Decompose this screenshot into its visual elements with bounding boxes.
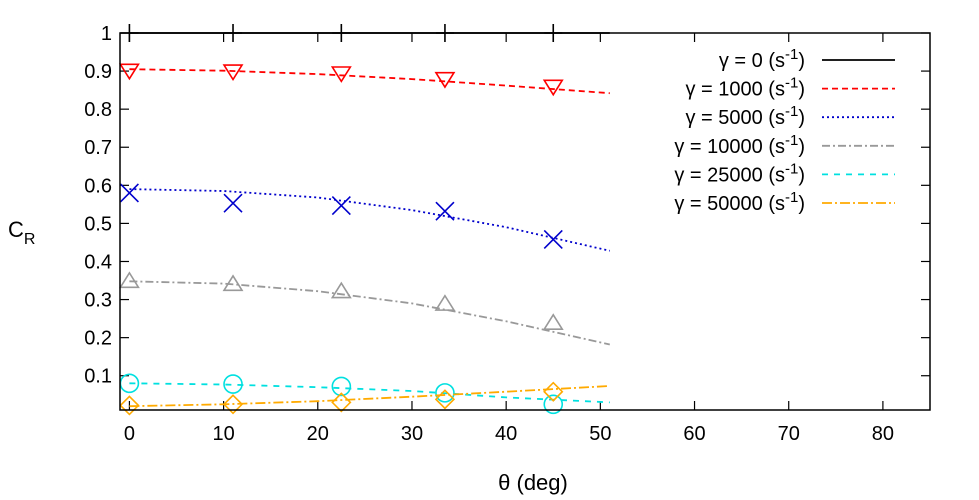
series-line: [129, 188, 610, 252]
x-tick-label: 70: [778, 423, 800, 445]
data-point: [543, 381, 564, 402]
data-point: [434, 294, 456, 311]
y-tick-label: 0.6: [84, 175, 112, 197]
legend-label-close: ): [798, 107, 805, 129]
data-point: [542, 79, 564, 97]
data-point: [330, 66, 352, 83]
legend-label: γ = 1000 (s-1): [685, 75, 805, 101]
y-tick-label: 0.5: [84, 213, 112, 235]
legend-label: γ = 50000 (s-1): [674, 189, 805, 215]
series-3: [118, 271, 610, 346]
y-axis-label: CR: [8, 217, 35, 248]
legend: γ = 0 (s-1)γ = 1000 (s-1)γ = 5000 (s-1)γ…: [674, 46, 895, 215]
series-4: [119, 373, 610, 415]
legend-label-main: γ = 1000 (s: [685, 79, 785, 101]
legend-label: γ = 0 (s-1): [719, 46, 805, 72]
y-tick-label: 0.2: [84, 328, 112, 350]
y-tick-label: 0.7: [84, 137, 112, 159]
legend-label: γ = 10000 (s-1): [674, 132, 805, 158]
data-point: [222, 64, 244, 82]
legend-label-superscript: -1: [785, 160, 798, 177]
data-point: [223, 193, 243, 213]
data-point: [118, 271, 140, 289]
x-tick-label: 50: [589, 423, 611, 445]
data-point: [435, 383, 455, 403]
series-5: [119, 381, 610, 416]
data-point: [434, 71, 456, 89]
data-point: [118, 63, 140, 81]
legend-label-main: γ = 50000 (s: [674, 193, 785, 215]
data-point: [119, 183, 139, 203]
legend-label-main: γ = 10000 (s: [674, 136, 785, 158]
x-tick-label: 30: [401, 423, 423, 445]
legend-label-superscript: -1: [785, 189, 798, 206]
series-2: [119, 183, 610, 252]
legend-label-main: γ = 0 (s: [719, 50, 785, 72]
y-axis-label-main: C: [8, 217, 24, 242]
x-tick-label: 80: [872, 423, 894, 445]
data-point: [331, 392, 352, 413]
y-tick-label: 0.3: [84, 290, 112, 312]
data-point: [331, 376, 352, 397]
y-tick-label: 1: [101, 23, 112, 45]
data-point: [222, 274, 244, 292]
series-line: [129, 68, 610, 95]
data-point: [434, 389, 456, 410]
x-tick-label: 40: [495, 423, 517, 445]
legend-label-close: ): [798, 193, 805, 215]
x-tick-label: 20: [307, 423, 329, 445]
legend-label-main: γ = 25000 (s: [674, 164, 785, 186]
legend-label-superscript: -1: [785, 132, 798, 149]
data-point: [543, 394, 564, 415]
x-tick-label: 10: [212, 423, 234, 445]
series-line: [129, 385, 610, 408]
legend-label: γ = 25000 (s-1): [674, 160, 805, 186]
series-1: [118, 63, 610, 97]
legend-label-close: ): [798, 164, 805, 186]
data-point: [223, 374, 243, 394]
data-point: [543, 229, 563, 249]
y-tick-label: 0.9: [84, 61, 112, 83]
legend-label-superscript: -1: [785, 75, 798, 92]
data-point: [222, 394, 244, 415]
axis-ticks: [120, 32, 930, 410]
legend-label-close: ): [798, 50, 805, 72]
series-line: [129, 280, 610, 346]
data-point: [330, 281, 352, 299]
y-tick-label: 0.1: [84, 366, 112, 388]
legend-label-close: ): [798, 136, 805, 158]
data-point: [435, 201, 455, 221]
legend-label-close: ): [798, 79, 805, 101]
y-tick-label: 0.4: [84, 251, 112, 273]
data-point: [542, 313, 564, 330]
y-axis-label-sub: R: [24, 231, 36, 248]
x-tick-label: 0: [124, 423, 135, 445]
x-axis-label: θ (deg): [498, 470, 568, 495]
legend-label-superscript: -1: [785, 103, 798, 120]
x-tick-label: 60: [683, 423, 705, 445]
x-tick-labels: 0 10 20 30 40 50 60 70 80: [124, 423, 894, 445]
y-tick-label: 0.8: [84, 99, 112, 121]
legend-label-main: γ = 5000 (s: [685, 107, 785, 129]
data-point: [119, 395, 140, 416]
legend-label-superscript: -1: [785, 46, 798, 63]
y-tick-labels: 0.1 0.2 0.3 0.4 0.5 0.6 0.7 0.8 0.9 1: [84, 23, 112, 388]
series-layer: [118, 24, 610, 416]
plot-frame: [119, 32, 931, 411]
legend-label: γ = 5000 (s-1): [685, 103, 805, 129]
data-point: [331, 195, 351, 216]
